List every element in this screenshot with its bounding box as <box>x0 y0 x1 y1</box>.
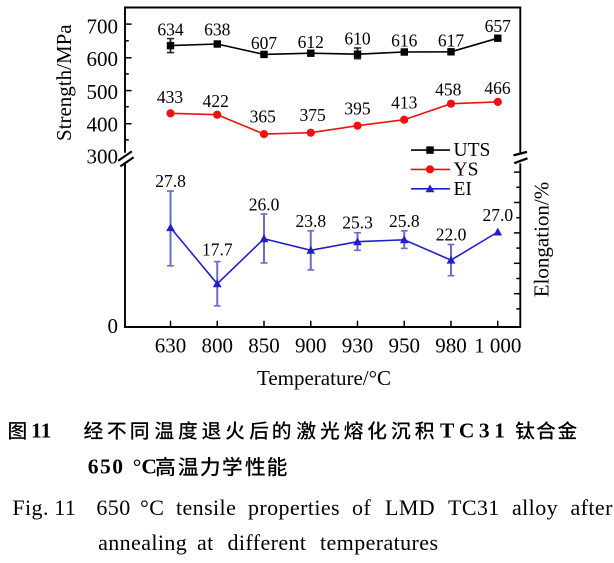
svg-text:25.8: 25.8 <box>389 211 420 231</box>
svg-text:700: 700 <box>87 15 119 39</box>
svg-text:638: 638 <box>204 20 231 40</box>
svg-text:27.0: 27.0 <box>482 205 513 225</box>
svg-text:EI: EI <box>454 179 472 200</box>
svg-text:500: 500 <box>87 80 119 104</box>
svg-text:17.7: 17.7 <box>202 240 233 260</box>
svg-text:alloy: alloy <box>512 495 558 520</box>
svg-text:0: 0 <box>108 314 119 338</box>
svg-text:850: 850 <box>248 334 280 358</box>
svg-text:YS: YS <box>454 159 479 180</box>
svg-text:°C: °C <box>133 455 157 479</box>
svg-text:612: 612 <box>298 32 324 52</box>
svg-text:616: 616 <box>391 31 418 51</box>
svg-text:980: 980 <box>435 334 467 358</box>
svg-text:Fig.: Fig. <box>12 495 48 520</box>
svg-text:607: 607 <box>251 33 278 53</box>
svg-text:433: 433 <box>157 87 184 107</box>
svg-text:610: 610 <box>344 28 371 48</box>
svg-text:466: 466 <box>484 78 511 98</box>
svg-text:after: after <box>571 495 614 520</box>
svg-text:temperatures: temperatures <box>320 530 438 555</box>
svg-text:11: 11 <box>31 419 51 443</box>
svg-text:800: 800 <box>202 334 234 358</box>
svg-text:630: 630 <box>155 334 187 358</box>
svg-text:458: 458 <box>435 80 462 100</box>
svg-text:properties: properties <box>248 495 340 520</box>
svg-text:26.0: 26.0 <box>249 195 280 215</box>
svg-text:634: 634 <box>157 20 184 40</box>
svg-text:657: 657 <box>485 16 512 36</box>
svg-text:365: 365 <box>250 106 277 126</box>
svg-text:LMD: LMD <box>385 495 435 520</box>
svg-text:930: 930 <box>342 334 374 358</box>
svg-text:of: of <box>352 495 371 520</box>
svg-text:11: 11 <box>54 495 76 520</box>
svg-text:TC31: TC31 <box>440 419 509 443</box>
svg-text:different: different <box>228 530 307 555</box>
svg-text:395: 395 <box>344 99 371 119</box>
svg-text:25.3: 25.3 <box>342 213 373 233</box>
svg-text:Elongation/%: Elongation/% <box>530 182 554 297</box>
svg-text:Strength/MPa: Strength/MPa <box>52 24 76 141</box>
svg-text:900: 900 <box>295 334 327 358</box>
svg-text:UTS: UTS <box>454 140 491 161</box>
svg-text:950: 950 <box>389 334 421 358</box>
svg-text:650: 650 <box>96 495 130 520</box>
svg-text:413: 413 <box>391 93 418 113</box>
svg-text:at: at <box>197 530 214 555</box>
svg-text:650: 650 <box>88 455 125 479</box>
svg-text:22.0: 22.0 <box>436 225 467 245</box>
svg-text:27.8: 27.8 <box>155 171 186 191</box>
svg-text:Temperature/°C: Temperature/°C <box>257 366 391 390</box>
svg-text:1 000: 1 000 <box>474 334 521 358</box>
svg-text:°C: °C <box>140 495 164 520</box>
svg-text:375: 375 <box>299 105 326 125</box>
svg-text:annealing: annealing <box>98 530 187 555</box>
svg-text:617: 617 <box>438 31 465 51</box>
svg-text:422: 422 <box>203 91 229 111</box>
svg-text:TC31: TC31 <box>448 495 500 520</box>
svg-text:400: 400 <box>87 113 119 137</box>
svg-text:300: 300 <box>87 145 119 169</box>
svg-text:tensile: tensile <box>176 495 236 520</box>
svg-text:23.8: 23.8 <box>295 211 326 231</box>
svg-text:600: 600 <box>87 47 119 71</box>
